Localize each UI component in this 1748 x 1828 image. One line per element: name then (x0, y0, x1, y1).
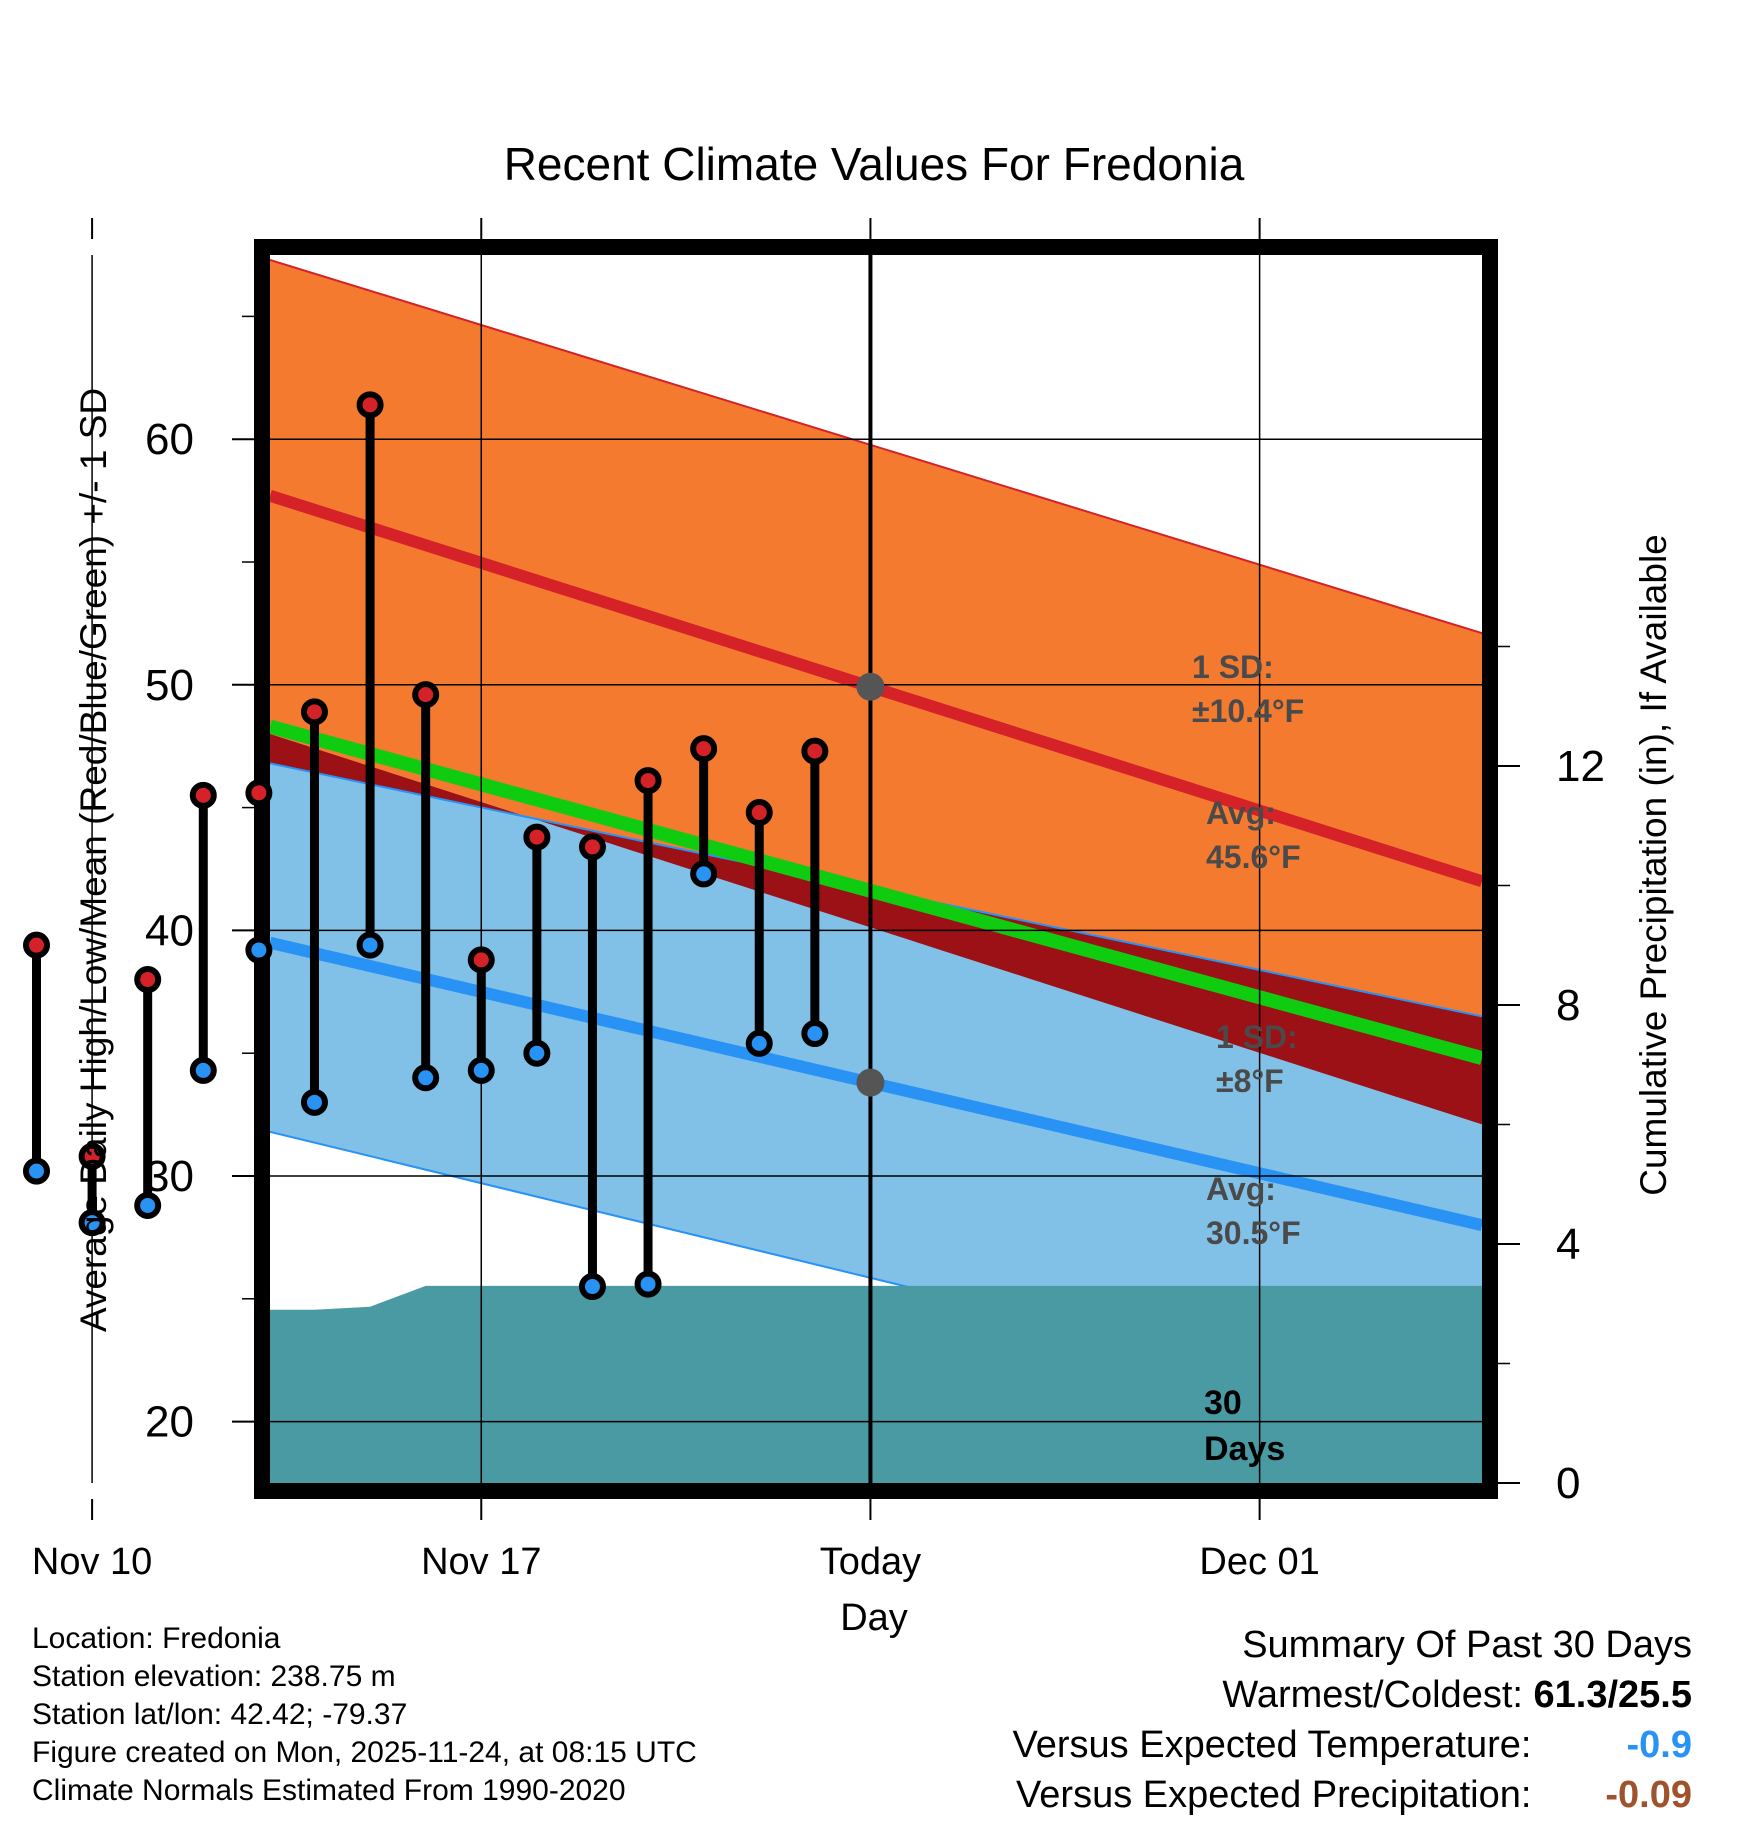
x-axis-label: Day (840, 1597, 908, 1639)
daily-high-point (634, 767, 662, 795)
y-axis-label: Average Daily High/Low/Mean (Red/Blue/Gr… (73, 388, 114, 1332)
x-tick-label: Dec 01 (1199, 1541, 1319, 1583)
overlap-band (270, 733, 1482, 1125)
low-avg-label: Avg: (1206, 1171, 1276, 1207)
low-sd-label: 1 SD: (1216, 1019, 1298, 1055)
high-sd-value: ±10.4°F (1192, 693, 1304, 729)
chart-title: Recent Climate Values For Fredonia (504, 138, 1245, 190)
daily-high-point (412, 681, 440, 709)
x-tick-label: Today (820, 1541, 921, 1583)
summary-temp-row: Versus Expected Temperature: -0.9 (1013, 1720, 1692, 1770)
daily-low-point (745, 1029, 773, 1057)
y2-tick-label: 4 (1556, 1220, 1580, 1269)
low-avg-dot (856, 1068, 885, 1097)
daily-low-point (523, 1039, 551, 1067)
window-number: 30 (1204, 1384, 1242, 1422)
temp-label: Versus Expected Temperature: (1012, 1724, 1532, 1766)
y2-tick-label: 12 (1556, 742, 1605, 791)
high-avg-label: Avg: (1206, 795, 1276, 831)
daily-high-point (356, 391, 384, 419)
daily-low-point (467, 1056, 495, 1084)
daily-low-point (189, 1056, 217, 1084)
daily-low-point (801, 1020, 829, 1048)
mean-normal-line (270, 719, 1482, 1065)
temp-value: -0.9 (1626, 1724, 1692, 1766)
daily-high-point (78, 1142, 106, 1170)
normals-text: Climate Normals Estimated From 1990-2020 (32, 1774, 626, 1807)
location-text: Location: Fredonia (32, 1622, 281, 1655)
y-tick-label: 60 (145, 415, 194, 464)
created-text: Figure created on Mon, 2025-11-24, at 08… (32, 1736, 697, 1769)
x-tick-label: Nov 17 (421, 1541, 541, 1583)
precip-label: Versus Expected Precipitation: (1016, 1774, 1532, 1816)
daily-high-point (134, 966, 162, 994)
low-sd-value: ±8°F (1216, 1063, 1284, 1099)
daily-high-point (578, 833, 606, 861)
daily-low-point (578, 1273, 606, 1301)
y-tick-label: 20 (145, 1398, 194, 1447)
daily-high-point (801, 737, 829, 765)
high-avg-value: 45.6°F (1206, 839, 1301, 875)
daily-high-point (745, 799, 773, 827)
daily-low-point (356, 931, 384, 959)
daily-low-point (634, 1270, 662, 1298)
y-tick-label: 40 (145, 906, 194, 955)
daily-high-point (300, 698, 328, 726)
daily-high-point (245, 779, 273, 807)
summary-warm-row: Warmest/Coldest: 61.3/25.5 (1013, 1670, 1692, 1720)
summary-title: Summary Of Past 30 Days (1242, 1624, 1692, 1666)
high-sd-label: 1 SD: (1192, 649, 1274, 685)
latlon-text: Station lat/lon: 42.42; -79.37 (32, 1698, 408, 1731)
daily-high-point (189, 781, 217, 809)
y2-tick-label: 0 (1556, 1459, 1580, 1508)
y2-axis-label: Cumulative Precipitation (in), If Availa… (1633, 534, 1674, 1196)
daily-high-point (690, 735, 718, 763)
high-upper-edge (270, 258, 1482, 635)
daily-low-point (245, 936, 273, 964)
precip-area (270, 1285, 1482, 1483)
daily-high-point (523, 823, 551, 851)
y-tick-label: 30 (145, 1152, 194, 1201)
daily-low-point (412, 1064, 440, 1092)
daily-low-point (300, 1088, 328, 1116)
daily-low-point (690, 860, 718, 888)
elevation-text: Station elevation: 238.75 m (32, 1660, 396, 1693)
daily-low-point (78, 1209, 106, 1237)
window-unit: Days (1204, 1430, 1285, 1468)
daily-high-point (467, 946, 495, 974)
low-avg-value: 30.5°F (1206, 1215, 1301, 1251)
warm-value: 61.3/25.5 (1533, 1674, 1692, 1716)
summary-precip-row: Versus Expected Precipitation: -0.09 (1013, 1770, 1692, 1820)
y-tick-label: 50 (145, 661, 194, 710)
y2-tick-label: 8 (1556, 981, 1580, 1030)
daily-low-point (134, 1191, 162, 1219)
summary-panel: Summary Of Past 30 Days Warmest/Coldest:… (1013, 1620, 1692, 1820)
daily-low-point (22, 1157, 50, 1185)
station-info: Location: Fredonia Station elevation: 23… (32, 1620, 697, 1810)
daily-high-point (22, 931, 50, 959)
precip-value: -0.09 (1605, 1774, 1692, 1816)
x-tick-label: Nov 10 (32, 1541, 152, 1583)
warm-label: Warmest/Coldest: (1222, 1674, 1523, 1716)
high-avg-dot (856, 672, 885, 701)
